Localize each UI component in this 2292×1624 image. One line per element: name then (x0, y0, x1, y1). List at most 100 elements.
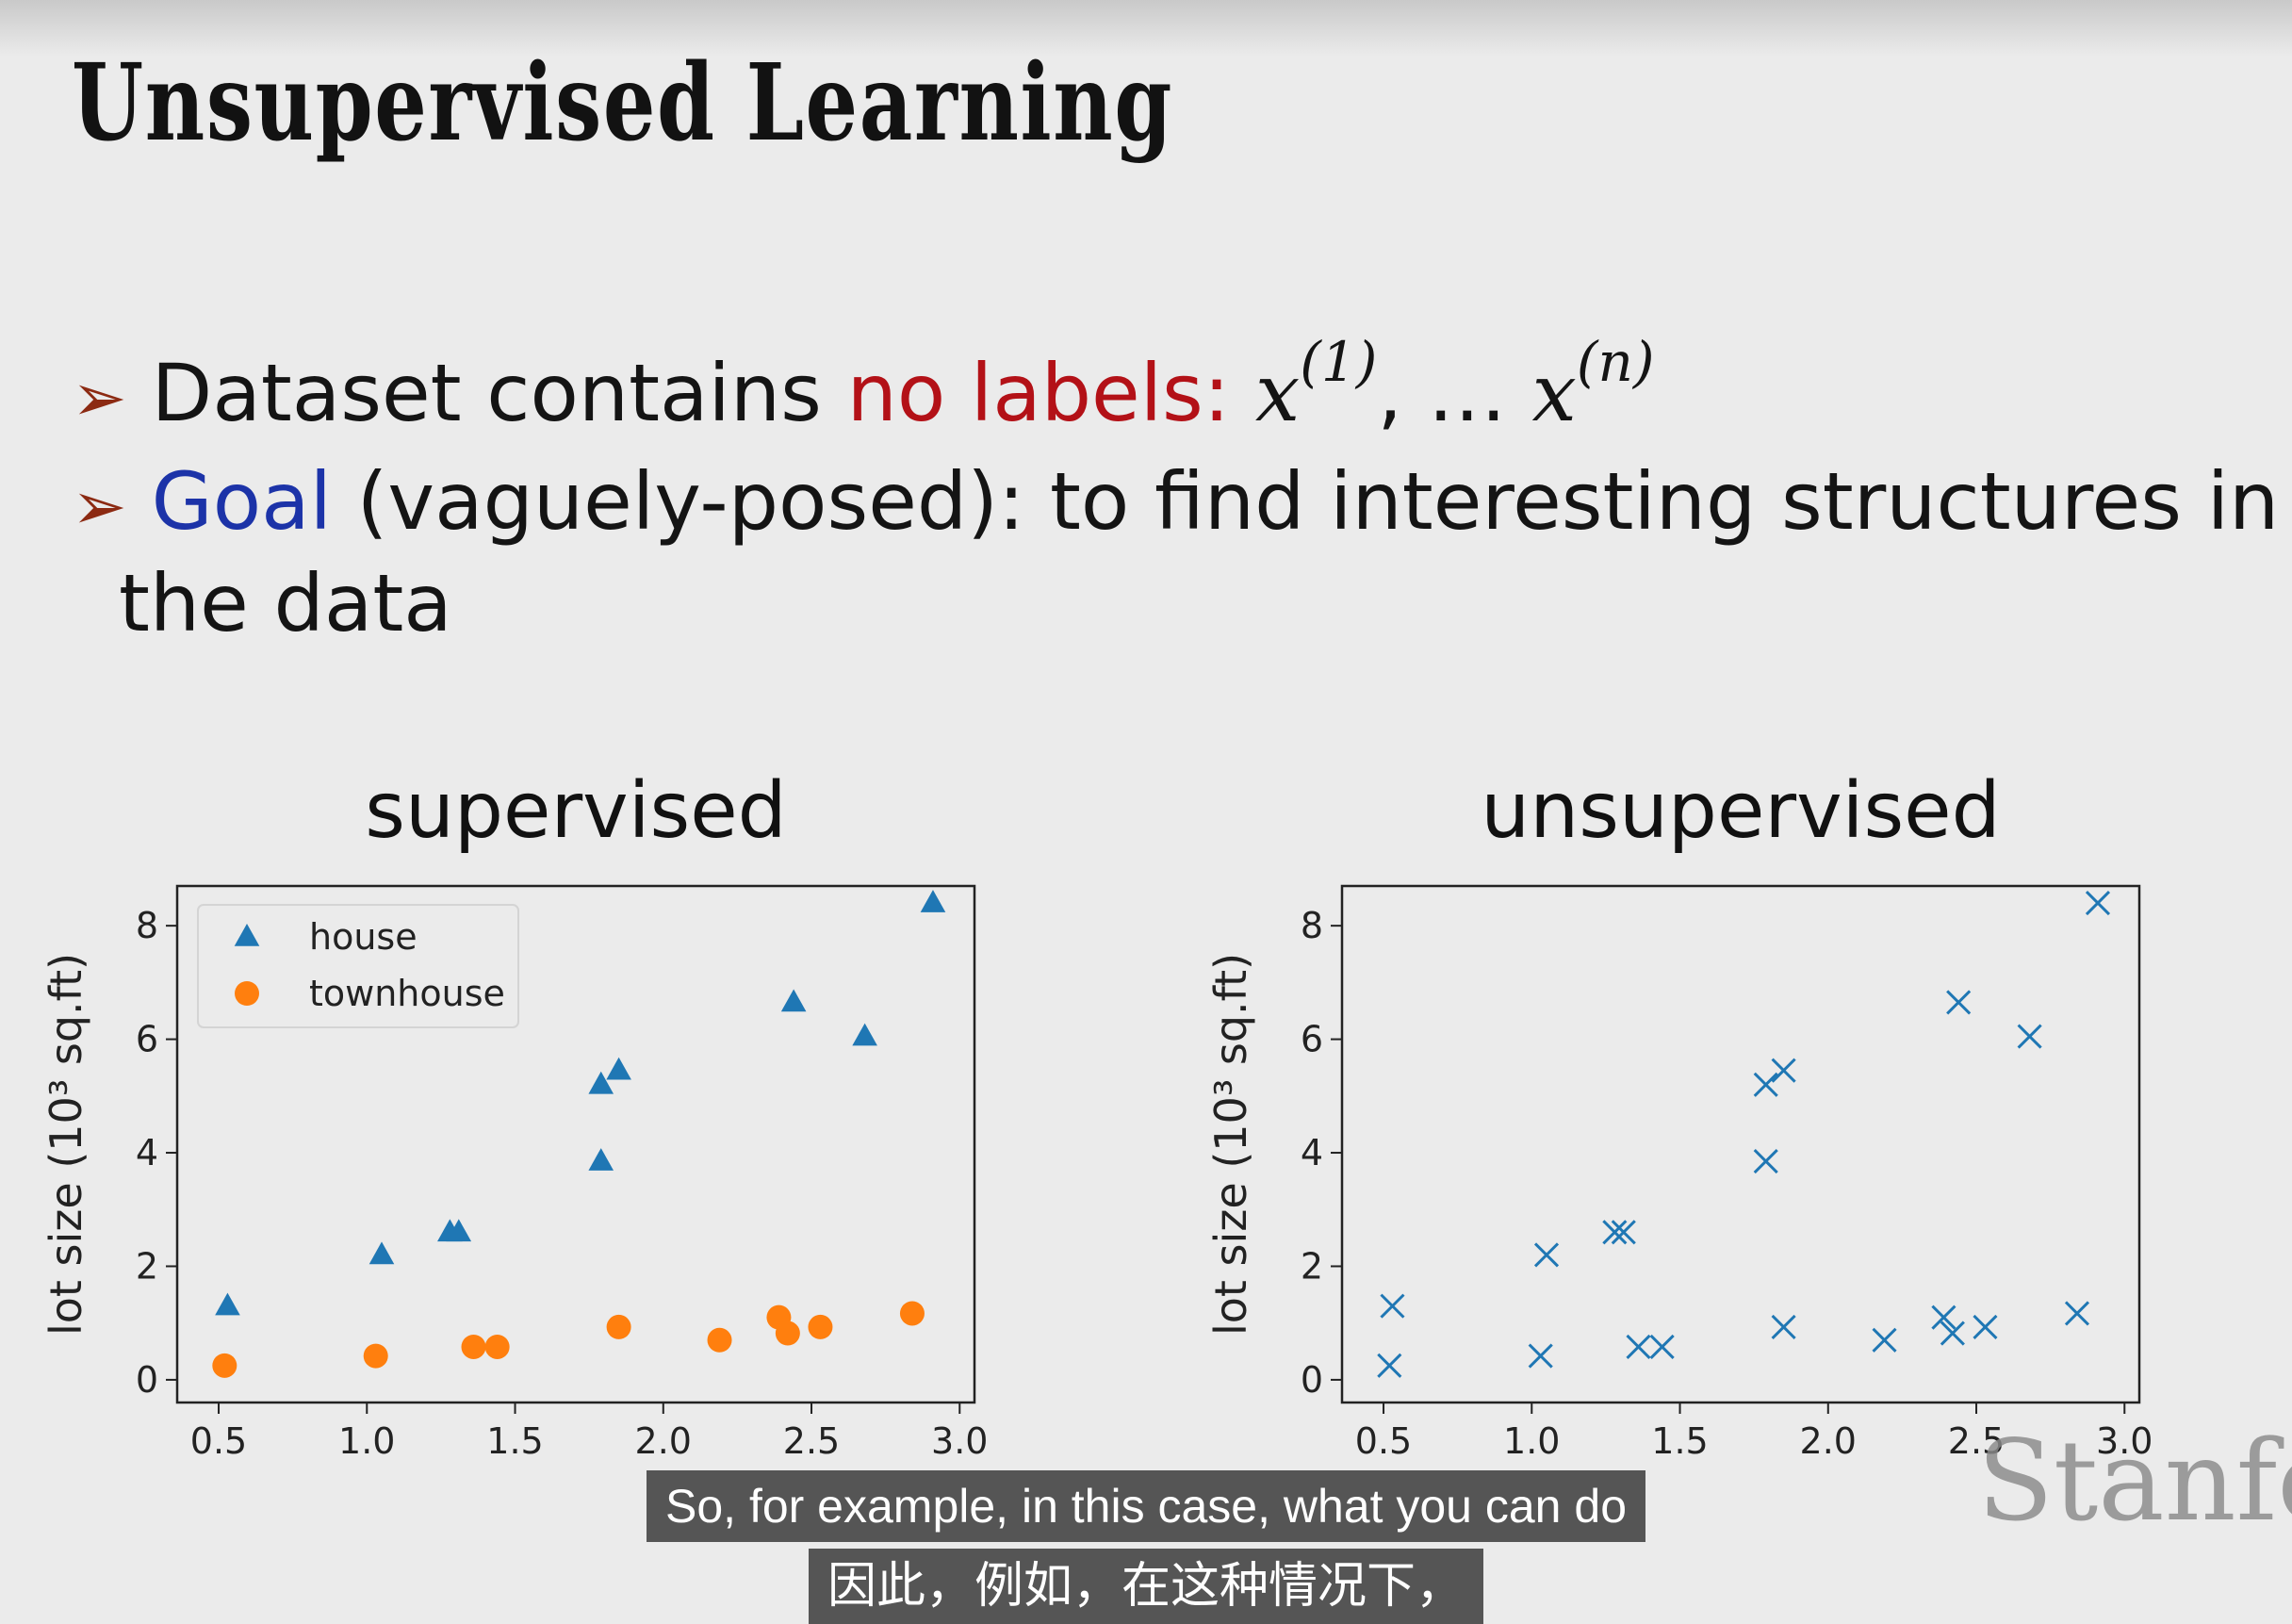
data-point-x (1528, 1343, 1553, 1369)
bullet-dataset: ➢ Dataset contains no labels: x(1), … x(n… (72, 311, 1654, 449)
supervised-chart: supervised 0.5 1.0 1.5 2.0 2.5 3.0 0 2 4 6 8 lot siz… (0, 754, 1187, 1489)
x-tick-label: 2.0 (635, 1420, 692, 1462)
x-mark-stroke (1528, 1343, 1553, 1369)
data-point-x (1931, 1304, 1956, 1330)
data-point-house (215, 1292, 240, 1316)
y-axis-label: lot size (10³ sq.ft) (1205, 953, 1256, 1336)
data-point-townhouse (212, 1353, 237, 1378)
x-mark-stroke (1946, 990, 1972, 1015)
y-tick-label: 4 (1301, 1132, 1323, 1173)
x-tick-label: 3.0 (2096, 1420, 2153, 1462)
x-mark-stroke (1533, 1242, 1560, 1268)
x-mark-stroke (1931, 1304, 1956, 1330)
data-point-house (920, 890, 946, 912)
plot-frame (1340, 884, 2141, 1404)
data-point-x (1602, 1220, 1628, 1245)
data-point-townhouse (461, 1334, 486, 1359)
math-x1-var: x (1254, 347, 1301, 439)
math-x2: x(n) (1531, 330, 1654, 439)
legend-label-townhouse: townhouse (309, 973, 505, 1014)
math-x2-sup: (n) (1576, 330, 1655, 394)
data-point-house (588, 1148, 614, 1171)
data-point-x (1771, 1314, 1796, 1339)
caption-chinese-row: 因此，例如，在这种情况下， (0, 1549, 2292, 1624)
data-point-x (2085, 891, 2111, 916)
x-mark-stroke (1872, 1327, 1897, 1353)
x-mark-stroke (1626, 1334, 1651, 1360)
x-mark-stroke (1380, 1293, 1405, 1319)
legend-box (197, 904, 519, 1028)
math-ellipsis: , … (1377, 347, 1532, 439)
x-mark-stroke (1771, 1058, 1796, 1083)
bullet-arrow-icon: ➢ (72, 359, 127, 436)
data-point-x (2064, 1301, 2090, 1326)
data-point-house (368, 1241, 395, 1265)
y-tick-label: 4 (136, 1132, 158, 1173)
x-mark-stroke (2064, 1301, 2090, 1326)
data-point-townhouse (363, 1343, 388, 1369)
caption-chinese: 因此，例如，在这种情况下， (808, 1549, 1483, 1624)
y-tick-label: 8 (1301, 905, 1323, 946)
data-point-x (1626, 1334, 1651, 1360)
university-watermark: Stanfo (1977, 1416, 2292, 1546)
x-tick-label: 3.0 (931, 1420, 988, 1462)
caption-english-row: So, for example, in this case, what you … (0, 1470, 2292, 1542)
x-tick-label: 0.5 (1355, 1420, 1412, 1462)
y-axis-label: lot size (10³ sq.ft) (41, 953, 91, 1336)
legend-label-house: house (309, 916, 417, 958)
data-point-x (1380, 1293, 1405, 1319)
data-point-x (1377, 1353, 1402, 1378)
data-point-x (1771, 1058, 1796, 1083)
x-tick-label: 1.0 (1503, 1420, 1560, 1462)
x-tick-label: 2.0 (1800, 1420, 1857, 1462)
chart-title: unsupervised (1481, 766, 2000, 856)
y-tick-label: 2 (1301, 1245, 1323, 1287)
y-tick-label: 0 (1301, 1359, 1323, 1401)
x-mark-stroke (1602, 1220, 1628, 1245)
y-tick-label: 6 (1301, 1019, 1323, 1060)
x-tick-label: 1.5 (486, 1420, 543, 1462)
y-tick-label: 8 (136, 905, 158, 946)
bullet-dataset-highlight: no labels: (846, 347, 1231, 439)
data-point-house (588, 1071, 614, 1094)
x-tick-label: 0.5 (190, 1420, 247, 1462)
data-point-house (852, 1023, 877, 1046)
math-x1: x(1) (1254, 330, 1378, 439)
data-point-x (1946, 990, 1972, 1015)
data-point-x (2017, 1024, 2042, 1049)
x-tick-label: 1.5 (1651, 1420, 1708, 1462)
bullet-goal-highlight: Goal (151, 455, 332, 548)
data-point-x (1973, 1314, 1998, 1339)
chart-title: supervised (365, 766, 786, 856)
x-tick-label: 1.0 (338, 1420, 395, 1462)
supervised-chart-svg: supervised 0.5 1.0 1.5 2.0 2.5 3.0 0 2 4 6 8 lot siz… (41, 766, 988, 1462)
data-point-x (1753, 1149, 1778, 1174)
bullet-dataset-text: Dataset contains (151, 347, 847, 439)
bullet-goal-continuation: the data (119, 557, 452, 649)
data-point-townhouse (606, 1314, 631, 1339)
legend-marker-house (234, 924, 260, 946)
data-point-x (1533, 1242, 1560, 1268)
bullet-goal-text: (vaguely-posed): to find interesting str… (331, 455, 2280, 548)
data-point-townhouse (899, 1301, 925, 1326)
y-tick-label: 6 (136, 1019, 158, 1060)
x-mark-stroke (1771, 1314, 1796, 1339)
x-mark-stroke (1973, 1314, 1998, 1339)
unsupervised-chart-svg: unsupervised 0.5 1.0 1.5 2.0 2.5 3.0 0 2 4 6 8 lot s… (1205, 766, 2153, 1462)
x-mark-stroke (1753, 1072, 1778, 1097)
data-point-house (780, 989, 807, 1012)
x-mark-stroke (2085, 891, 2111, 916)
x-mark-stroke (1611, 1220, 1636, 1245)
math-x2-var: x (1531, 347, 1577, 439)
data-point-x (1611, 1220, 1636, 1245)
data-point-house (606, 1057, 631, 1080)
unsupervised-chart: unsupervised 0.5 1.0 1.5 2.0 2.5 3.0 0 2 4 6 8 lot s… (1165, 754, 2292, 1489)
bullet-arrow-icon: ➢ (72, 468, 127, 545)
x-tick-label: 2.5 (1948, 1420, 2005, 1462)
math-x1-sup: (1) (1300, 330, 1378, 394)
y-tick-label: 0 (136, 1359, 158, 1401)
data-point-x (1872, 1327, 1897, 1353)
x-mark-stroke (1649, 1334, 1675, 1360)
data-point-townhouse (775, 1321, 800, 1346)
y-tick-label: 2 (136, 1245, 158, 1287)
